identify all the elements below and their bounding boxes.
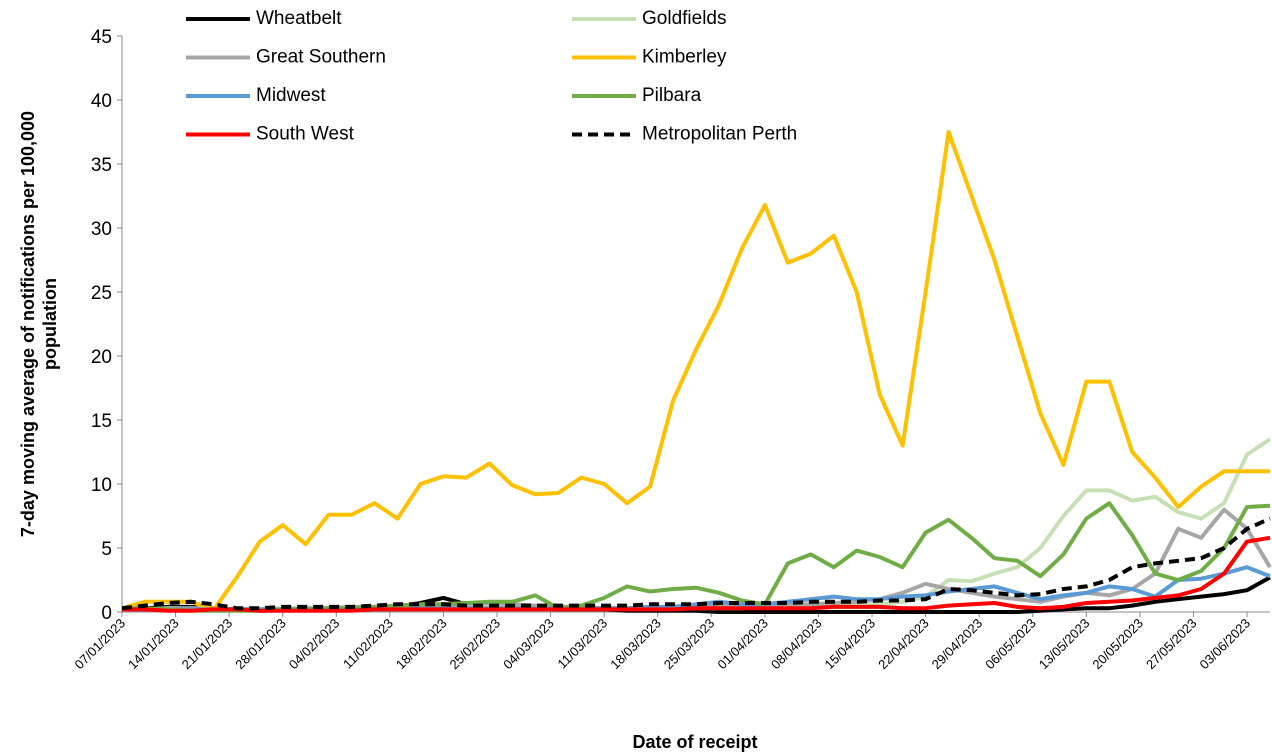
x-tick-label: 11/02/2023 [340, 616, 396, 672]
x-tick-label: 18/02/2023 [393, 616, 450, 673]
series-line [122, 535, 1271, 613]
x-tick-label: 07/01/2023 [71, 616, 128, 673]
y-tick-label: 5 [101, 539, 112, 560]
x-tick-label: 21/01/2023 [179, 616, 236, 673]
legend-label: South West [256, 124, 355, 145]
y-tick-label: 10 [91, 475, 112, 496]
y-axis-title: 7-day moving average of notifications pe… [18, 111, 38, 537]
legend-label: Great Southern [256, 47, 386, 68]
y-tick-label: 25 [91, 283, 112, 304]
x-tick-label: 13/05/2023 [1036, 616, 1093, 673]
x-tick-label: 11/03/2023 [554, 616, 610, 672]
legend-label: Midwest [256, 85, 326, 106]
legend-label: Wheatbelt [256, 8, 342, 29]
y-tick-label: 0 [101, 603, 112, 624]
x-tick-label: 04/02/2023 [286, 616, 343, 673]
x-tick-label: 27/05/2023 [1143, 616, 1200, 673]
x-axis-title: Date of receipt [632, 732, 757, 752]
legend-label: Pilbara [642, 85, 702, 106]
y-tick-label: 45 [91, 27, 112, 48]
y-tick-label: 30 [91, 219, 112, 240]
x-tick-label: 25/02/2023 [447, 616, 504, 673]
x-tick-label: 08/04/2023 [768, 616, 825, 673]
series-line [122, 507, 1272, 612]
legend-label: Metropolitan Perth [642, 124, 797, 145]
x-tick-label: 03/06/2023 [1197, 616, 1254, 673]
x-tick-label: 28/01/2023 [232, 616, 289, 673]
y-tick-label: 15 [91, 411, 112, 432]
series-line [121, 130, 1270, 612]
x-tick-label: 06/05/2023 [982, 616, 1039, 673]
y-tick-label: 20 [91, 347, 112, 368]
x-tick-label: 14/01/2023 [125, 616, 182, 673]
series-line [121, 516, 1271, 611]
x-tick-label: 22/04/2023 [875, 616, 932, 673]
x-tick-label: 15/04/2023 [822, 616, 879, 673]
x-tick-label: 20/05/2023 [1089, 616, 1146, 673]
legend-label: Kimberley [642, 47, 727, 68]
x-tick-label: 01/04/2023 [714, 616, 771, 673]
x-tick-label: 18/03/2023 [607, 616, 664, 673]
legend-label: Goldfields [642, 8, 727, 29]
x-tick-label: 25/03/2023 [661, 616, 718, 673]
x-tick-label: 29/04/2023 [929, 616, 986, 673]
x-tick-label: 04/03/2023 [500, 616, 557, 673]
y-tick-label: 35 [91, 155, 112, 176]
y-axis-title: population [40, 278, 60, 370]
y-tick-label: 40 [91, 91, 112, 112]
